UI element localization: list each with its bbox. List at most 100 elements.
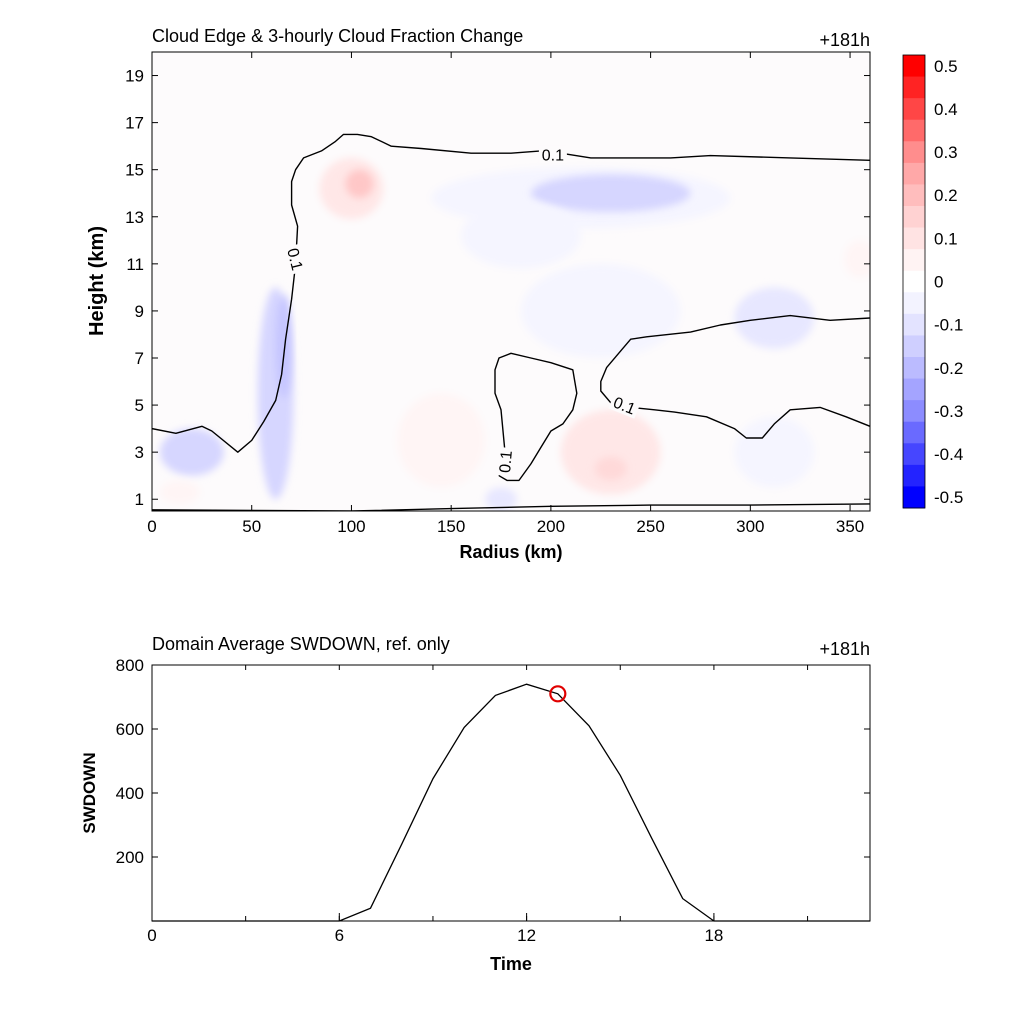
anomaly-blob <box>345 169 374 198</box>
colorbar-label: 0.4 <box>934 100 958 119</box>
colorbar-swatch <box>903 313 925 336</box>
top-x-axis-label: Radius (km) <box>459 542 562 562</box>
colorbar-label: 0 <box>934 273 943 292</box>
colorbar-label: -0.4 <box>934 445 963 464</box>
colorbar-swatch <box>903 378 925 401</box>
y-tick-label: 400 <box>116 784 144 803</box>
colorbar-label: -0.5 <box>934 488 963 507</box>
bottom-plot-frame <box>151 664 871 922</box>
x-tick-label: 6 <box>335 926 344 945</box>
y-tick-label: 3 <box>135 443 144 462</box>
anomaly-blob <box>485 487 517 511</box>
bottom-y-axis: 200 400 600 800 <box>116 656 870 867</box>
y-tick-label: 17 <box>125 114 144 133</box>
x-tick-label: 0 <box>147 517 156 536</box>
contour-label: 0.1 <box>538 145 567 164</box>
contour-label-bg <box>608 391 642 419</box>
colorbar-label: 0.2 <box>934 186 958 205</box>
colorbar-swatch <box>903 335 925 358</box>
swdown-panel: Domain Average SWDOWN, ref. only +181h 0… <box>80 634 871 974</box>
colorbar-swatch <box>903 249 925 272</box>
y-tick-label: 13 <box>125 208 144 227</box>
colorbar-swatch <box>903 206 925 229</box>
colorbar-swatch <box>903 421 925 444</box>
colorbar-swatch <box>903 76 925 99</box>
colorbar: 0.5 0.4 0.3 0.2 0.1 0 -0.1 -0.2 -0.3 -0.4 -0.5 <box>902 54 963 509</box>
x-tick-label: 12 <box>517 926 536 945</box>
y-tick-label: 11 <box>126 255 144 274</box>
colorbar-swatch <box>903 227 925 250</box>
anomaly-blob <box>275 294 292 399</box>
contour-label-text: 0.1 <box>497 450 516 474</box>
x-tick-label: 0 <box>147 926 156 945</box>
anomaly-blob <box>397 393 486 488</box>
y-tick-label: 1 <box>135 490 144 509</box>
top-x-axis: 0 50 100 150 200 250 300 350 <box>147 52 864 536</box>
colorbar-swatch <box>903 98 925 121</box>
y-tick-label: 600 <box>116 720 144 739</box>
anomaly-blob <box>560 409 661 495</box>
anomaly-blob <box>734 416 815 488</box>
x-tick-label: 50 <box>242 517 261 536</box>
colorbar-swatch <box>903 357 925 380</box>
anomaly-blob <box>594 456 627 481</box>
swdown-series-line <box>152 683 870 922</box>
y-tick-label: 7 <box>135 349 144 368</box>
x-tick-label: 100 <box>337 517 365 536</box>
colorbar-swatch <box>903 141 925 164</box>
x-tick-label: 150 <box>437 517 465 536</box>
current-time-marker <box>549 685 567 703</box>
colorbar-frame <box>902 54 926 509</box>
x-tick-label: 200 <box>537 517 565 536</box>
contour-label-text: 0.1 <box>542 147 564 164</box>
y-tick-label: 9 <box>135 302 144 321</box>
top-chart-time-label: +181h <box>819 30 870 50</box>
bottom-y-axis-label: SWDOWN <box>80 752 99 833</box>
x-tick-label: 18 <box>704 926 723 945</box>
top-chart-title: Cloud Edge & 3-hourly Cloud Fraction Cha… <box>152 26 523 46</box>
colorbar-swatch <box>903 292 925 315</box>
cloud-fraction-panel: Cloud Edge & 3-hourly Cloud Fraction Cha… <box>86 26 963 562</box>
bottom-chart-time-label: +181h <box>819 639 870 659</box>
bottom-chart-title: Domain Average SWDOWN, ref. only <box>152 634 450 654</box>
cloud-edge-contour <box>494 352 578 482</box>
y-tick-label: 19 <box>125 67 144 86</box>
colorbar-label: -0.2 <box>934 359 963 378</box>
colorbar-swatch <box>903 270 925 293</box>
colorbar-label: 0.3 <box>934 143 958 162</box>
anomaly-blob <box>159 428 224 476</box>
y-tick-label: 800 <box>116 656 144 675</box>
colorbar-swatch <box>903 162 925 185</box>
contour-label-text: 0.1 <box>283 247 305 273</box>
y-tick-label: 200 <box>116 848 144 867</box>
colorbar-label: 0.5 <box>934 57 958 76</box>
contour-label: 0.1 <box>494 446 516 477</box>
x-tick-label: 300 <box>736 517 764 536</box>
colorbar-swatch <box>903 400 925 423</box>
anomaly-blob <box>530 174 691 213</box>
colorbar-swatch <box>903 184 925 207</box>
anomaly-fill-layer <box>159 157 870 511</box>
bottom-x-axis: 0 6 12 18 <box>147 665 809 945</box>
y-tick-label: 5 <box>135 396 144 415</box>
top-y-axis-label: Height (km) <box>86 226 108 336</box>
colorbar-swatch <box>903 119 925 142</box>
top-plot-frame <box>151 51 871 512</box>
colorbar-swatch <box>903 55 925 78</box>
colorbar-swatch <box>903 486 925 509</box>
colorbar-swatch <box>903 443 925 466</box>
colorbar-label: -0.3 <box>934 402 963 421</box>
colorbar-label: 0.1 <box>934 229 958 248</box>
anomaly-blob <box>844 240 870 278</box>
contour-label-bg <box>283 243 308 275</box>
contour-label: 0.1 <box>283 243 308 275</box>
contour-label-bg <box>494 446 516 477</box>
bottom-x-axis-label: Time <box>490 954 532 974</box>
contour-label-bg <box>538 145 567 164</box>
colorbar-swatch <box>903 464 925 487</box>
anomaly-blob <box>520 263 681 358</box>
x-tick-label: 350 <box>836 517 864 536</box>
anomaly-blob <box>159 480 200 504</box>
